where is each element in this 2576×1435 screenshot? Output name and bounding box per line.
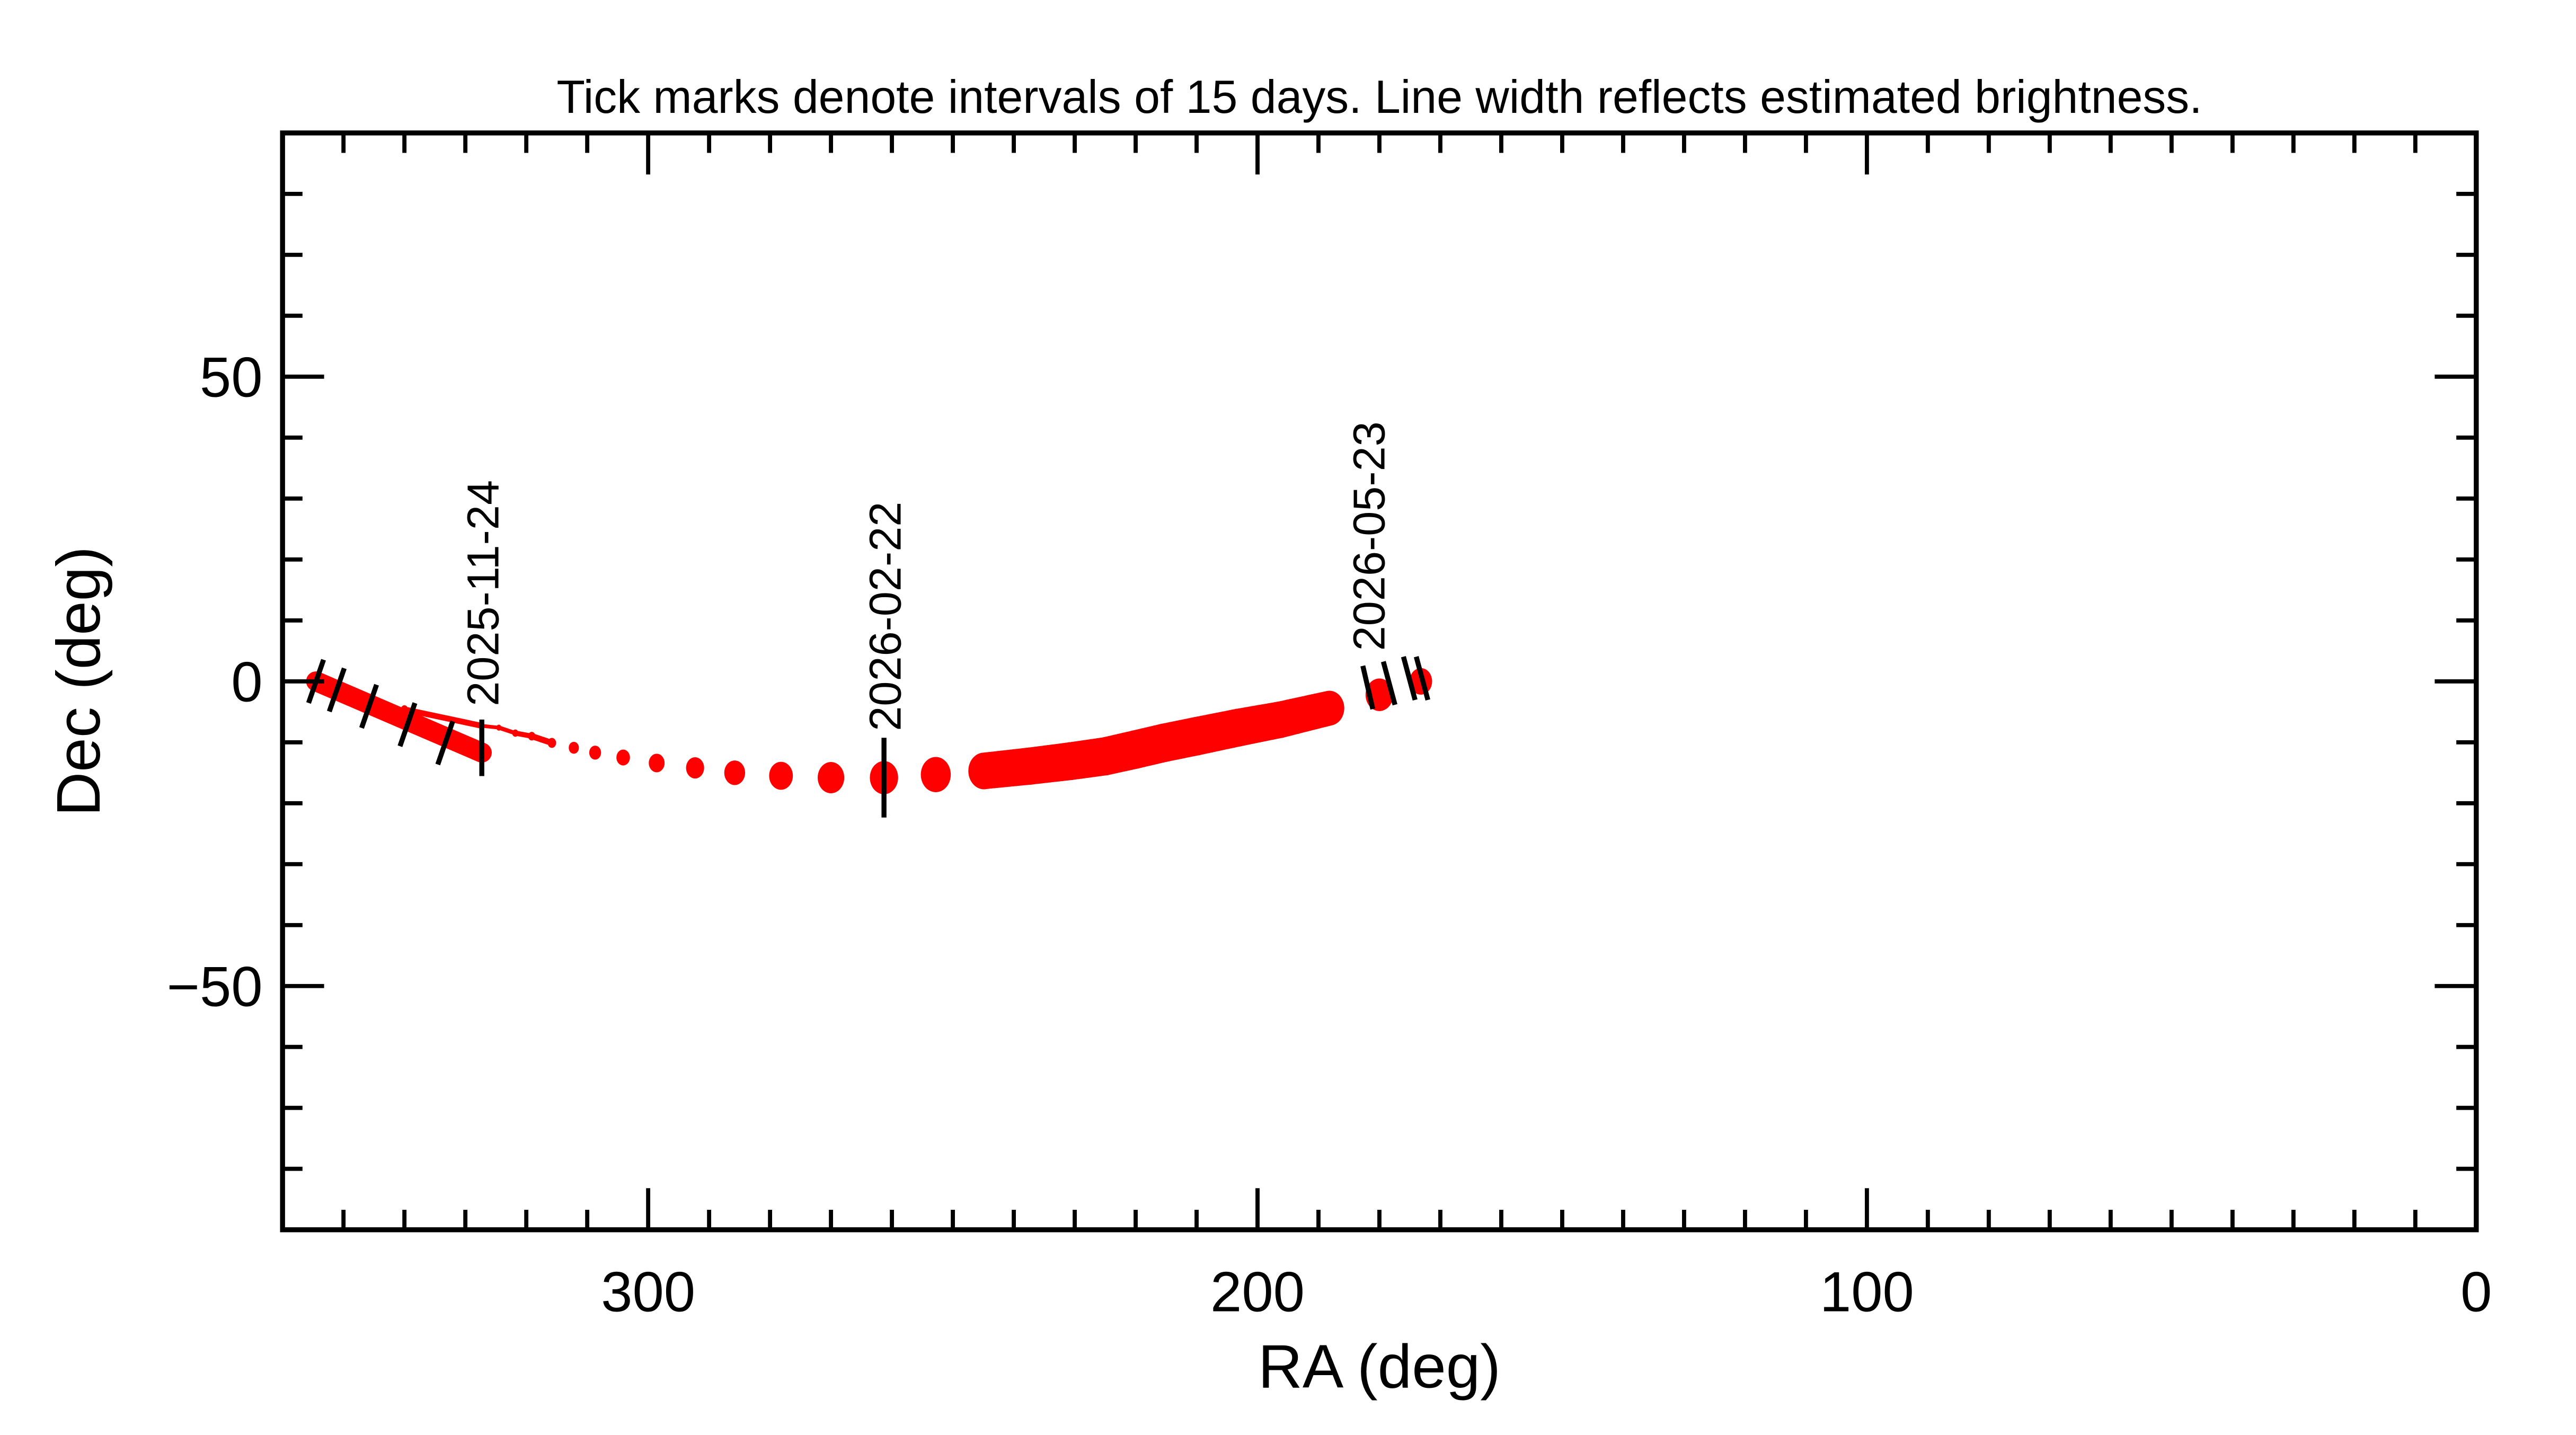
track-marker: [569, 741, 579, 754]
track-marker: [528, 732, 536, 741]
interval-tick: [397, 702, 418, 747]
interval-tick: [435, 720, 455, 766]
track-marker: [1180, 716, 1213, 756]
track-marker: [616, 749, 630, 766]
chart-title: Tick marks denote intervals of 15 days. …: [556, 71, 2202, 123]
interval-tick-layer: 2025-11-24 2026-02-22 2026-05-23: [306, 421, 1430, 818]
track-marker: [686, 757, 704, 779]
track-marker: [401, 705, 408, 714]
date-label: 2026-02-22: [860, 502, 910, 731]
track-marker: [1088, 737, 1122, 776]
track-marker: [1221, 708, 1254, 747]
track-thick-branch: [306, 671, 492, 763]
track-marker: [589, 746, 601, 760]
x-tick-label: 100: [1820, 1260, 1914, 1323]
interval-tick: [1413, 656, 1430, 701]
track-marker: [512, 729, 519, 737]
track-marker: [1118, 730, 1152, 769]
interval-tick: [1360, 665, 1376, 710]
y-axis-label: Dec (deg): [44, 546, 113, 816]
track-marker: [920, 757, 951, 792]
interval-tick: [1380, 661, 1397, 706]
y-tick-label: 0: [231, 650, 262, 713]
plot-frame: [280, 130, 2479, 1233]
track-marker: [769, 761, 793, 790]
x-tick-label: 0: [2460, 1260, 2492, 1323]
track-marker: [724, 760, 746, 785]
track-marker: [547, 738, 556, 748]
track-marker: [818, 761, 845, 793]
y-tick-label: −50: [167, 954, 263, 1018]
track-segment: [480, 724, 501, 730]
date-label: 2026-05-23: [1343, 421, 1394, 651]
interval-tick: [1401, 656, 1418, 701]
y-tick-label: 50: [200, 345, 263, 409]
x-tick-label: 200: [1210, 1260, 1305, 1323]
track-layer: [306, 668, 1432, 794]
interval-tick: [359, 684, 379, 729]
track-marker: [649, 754, 665, 773]
axes: 300 200 100 0 −50 0 50: [167, 130, 2492, 1323]
x-tick-label: 300: [601, 1260, 695, 1323]
track-marker: [1314, 690, 1344, 726]
track-marker: [1264, 701, 1296, 738]
x-axis-label: RA (deg): [1258, 1332, 1501, 1401]
track-marker: [496, 724, 502, 731]
track-segment: [401, 706, 485, 729]
interval-tick: [326, 667, 347, 713]
track-marker: [1147, 723, 1180, 763]
date-label: 2025-11-24: [458, 480, 508, 706]
track-marker: [1014, 747, 1046, 785]
track-marker: [968, 752, 1000, 790]
track-marker: [1054, 742, 1087, 781]
